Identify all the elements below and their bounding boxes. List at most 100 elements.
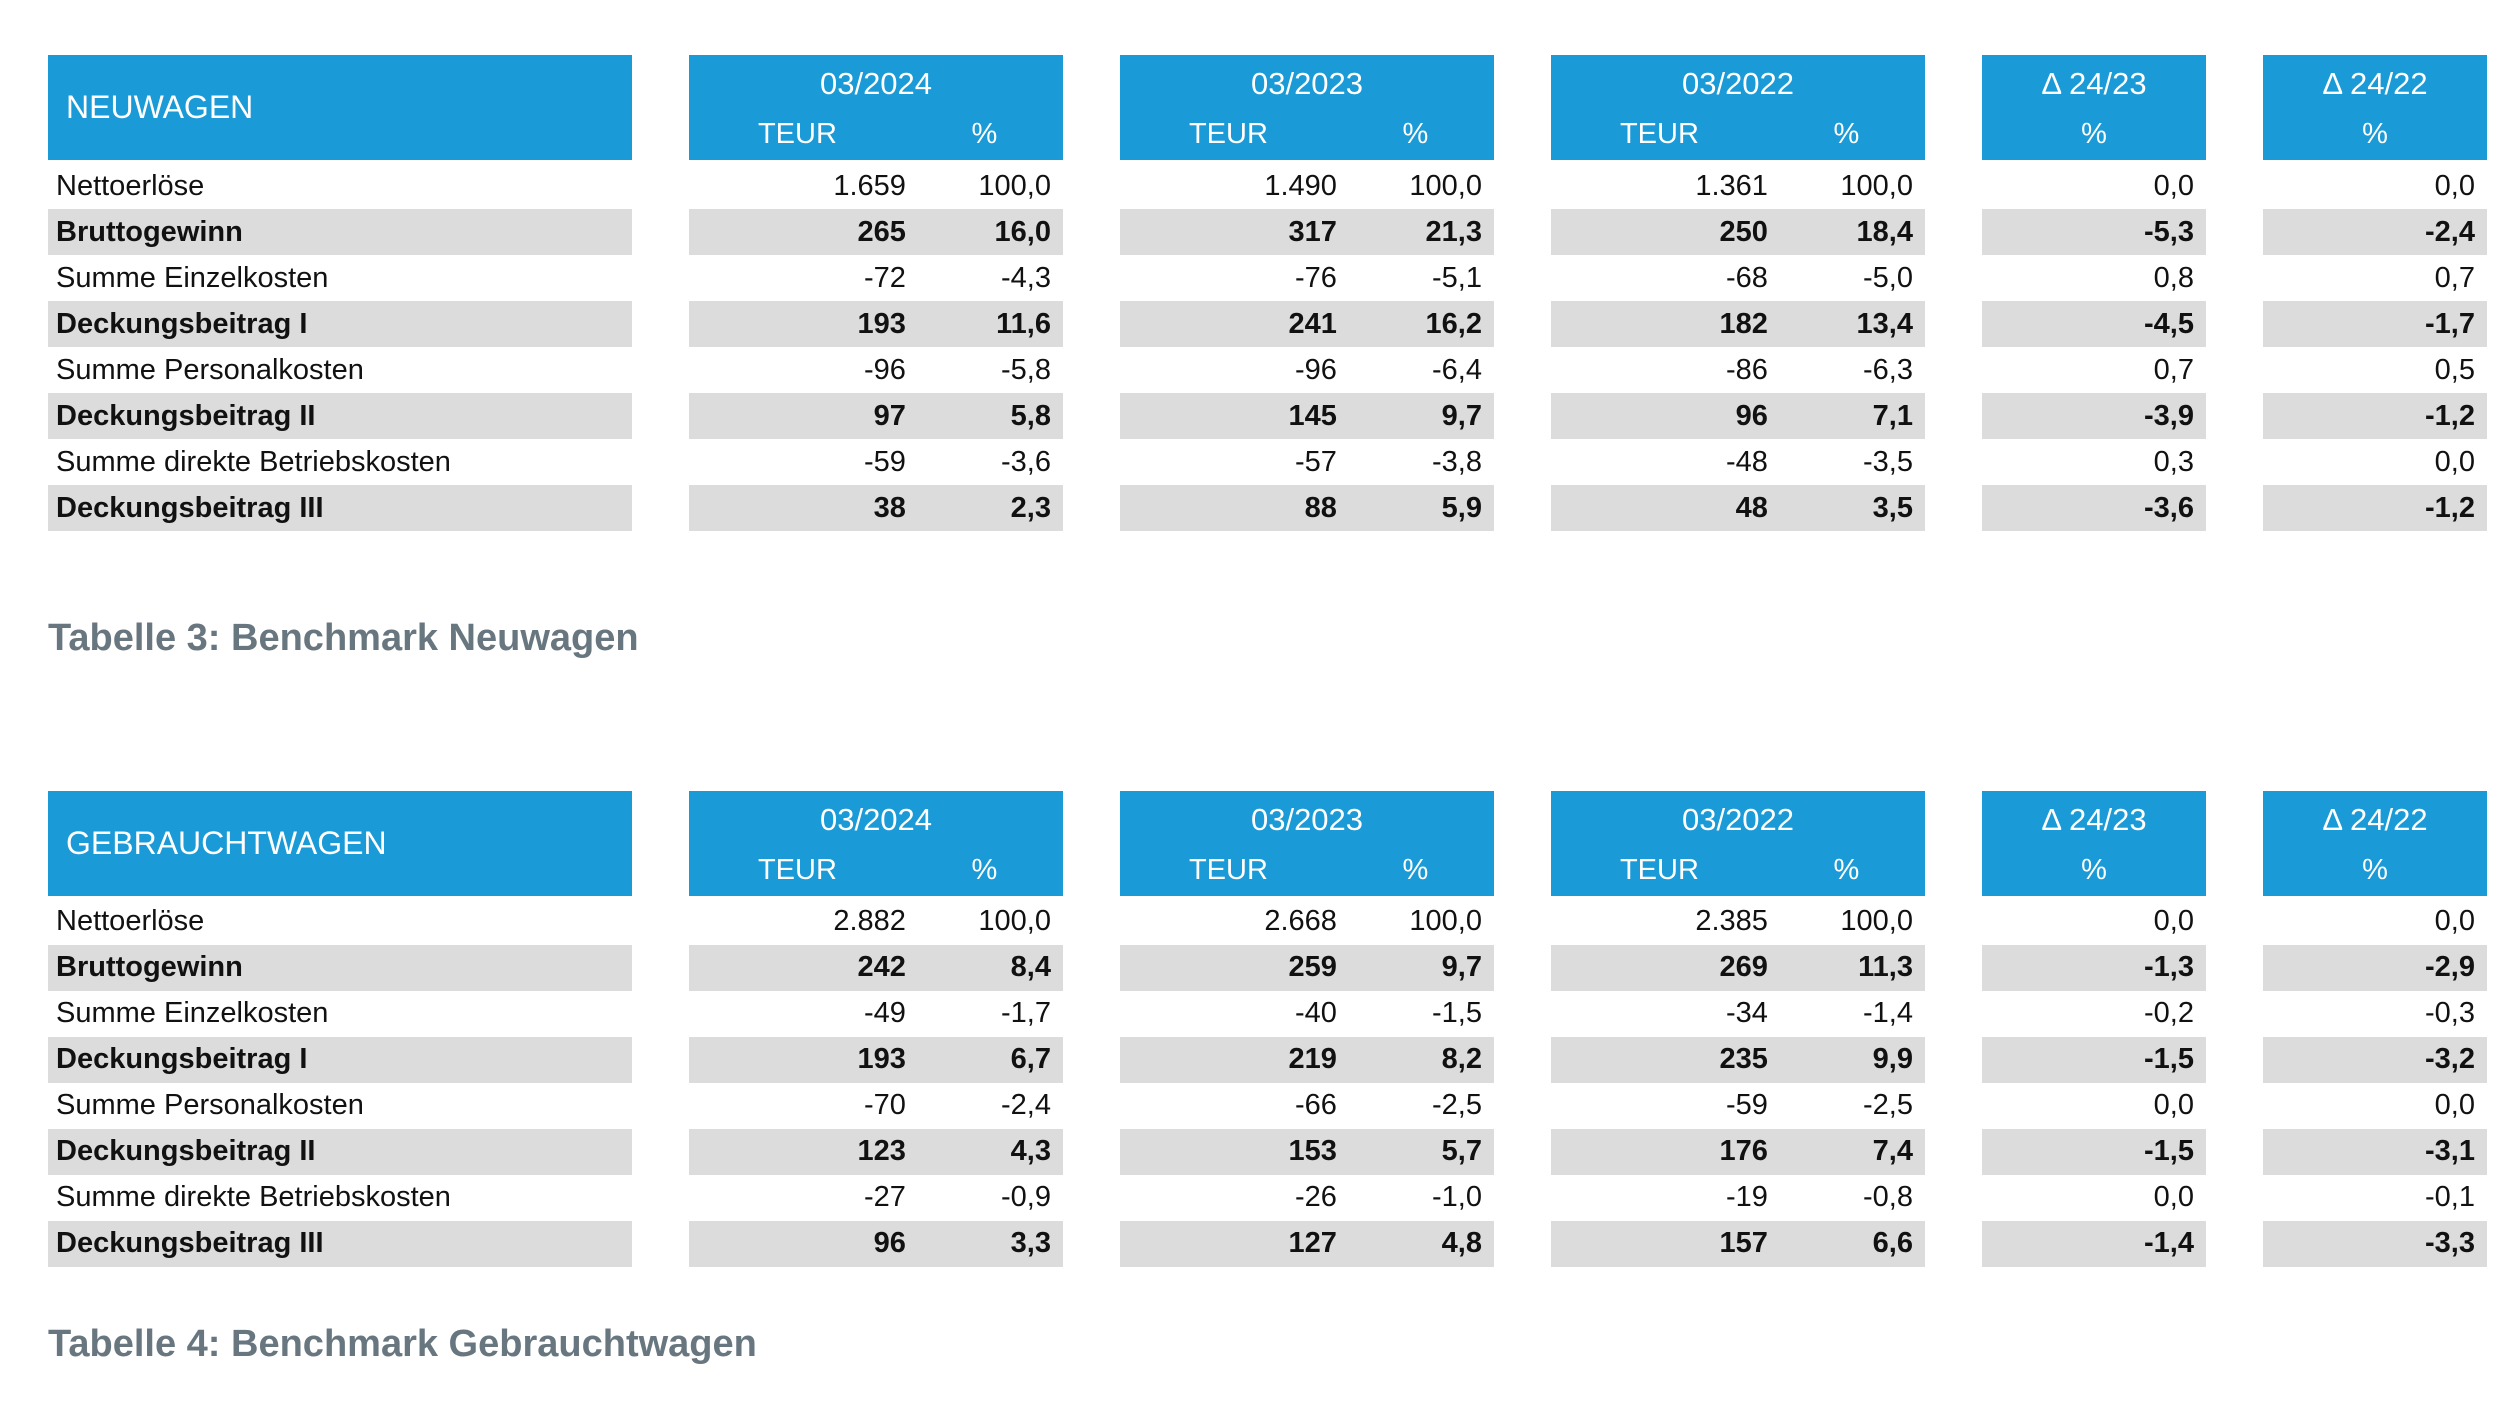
percent-value: 3,5 [1872, 491, 1913, 524]
unit-teur-label: TEUR [1619, 118, 1699, 150]
percent-value: -1,5 [1432, 997, 1482, 1030]
category-header-cell: GEBRAUCHTWAGEN [48, 790, 632, 896]
period-value-cell: -96 -5,8 [689, 347, 1063, 393]
teur-value: 96 [1735, 399, 1768, 432]
delta-header-cell: Δ 24/22% [2263, 55, 2487, 160]
period-value-cell: -66 -2,5 [1120, 1083, 1494, 1129]
row-label-cell: Deckungsbeitrag III [48, 1220, 632, 1267]
delta-label: Δ 24/22 [2322, 66, 2428, 101]
period-value-cell: -27 -0,9 [689, 1175, 1063, 1221]
period-label: 03/2022 [1681, 66, 1795, 101]
delta-value-cell: -3,9 [1982, 393, 2206, 439]
period-value-cell: -34 -1,4 [1551, 991, 1925, 1037]
row-label-cell: Deckungsbeitrag I [48, 301, 632, 347]
percent-value: -1,0 [1432, 1181, 1482, 1214]
teur-value: -19 [1725, 1181, 1768, 1214]
percent-value: 100,0 [1840, 905, 1913, 938]
percent-value: 3,3 [1010, 1227, 1051, 1260]
row-label-cell: Bruttogewinn [48, 209, 632, 255]
teur-value: -72 [863, 261, 906, 294]
percent-value: 5,8 [1010, 399, 1051, 432]
period-value-cell: -40 -1,5 [1120, 991, 1494, 1037]
teur-value: 176 [1719, 1135, 1768, 1168]
delta-value-cell: -1,2 [2263, 393, 2487, 439]
teur-value: 97 [873, 399, 906, 432]
period-value-cell: 97 5,8 [689, 393, 1063, 439]
period-value-cell: -26 -1,0 [1120, 1175, 1494, 1221]
percent-value: 16,0 [994, 215, 1051, 248]
percent-value: 9,7 [1441, 951, 1482, 984]
teur-value: 265 [857, 215, 906, 248]
delta-header-cell: Δ 24/23% [1982, 790, 2206, 896]
delta-value-cell: -4,5 [1982, 301, 2206, 347]
row-label-cell: Summe Personalkosten [56, 353, 364, 386]
delta-value-cell: -1,5 [1982, 1036, 2206, 1083]
table-row: Summe Personalkosten -96 -5,8 -96 -6,4 -86 -6,… [48, 347, 2487, 393]
teur-value: -66 [1294, 1089, 1337, 1122]
row-label-cell: Bruttogewinn [48, 944, 632, 991]
row-label-cell: Nettoerlöse [56, 905, 205, 938]
teur-value: -48 [1725, 445, 1768, 478]
percent-value: 21,3 [1425, 215, 1482, 248]
percent-value: 6,6 [1872, 1227, 1913, 1260]
teur-value: -68 [1725, 261, 1768, 294]
delta-value-cell: -3,6 [1982, 485, 2206, 531]
percent-value: -0,8 [1863, 1181, 1913, 1214]
period-value-cell: -59 -2,5 [1551, 1083, 1925, 1129]
period-value-cell: 38 2,3 [689, 485, 1063, 531]
period-value-cell: 317 21,3 [1120, 209, 1494, 255]
unit-teur-label: TEUR [757, 118, 837, 150]
percent-value: 9,9 [1872, 1043, 1913, 1076]
delta-value-cell: -0,3 [2425, 997, 2475, 1030]
delta-value-cell: 0,0 [2434, 905, 2475, 938]
row-label-cell: Summe Einzelkosten [56, 261, 329, 294]
period-header-cell: 03/2022 TEUR% [1551, 790, 1925, 896]
percent-value: -5,8 [1001, 353, 1051, 386]
table-row: Summe Personalkosten -70 -2,4 -66 -2,5 -59 -2,… [48, 1083, 2487, 1129]
benchmark-table-neuwagen: NEUWAGEN 03/2024 TEUR% 03/2023 TEUR% 03/2022… [48, 0, 2487, 531]
teur-value: 235 [1719, 1043, 1768, 1076]
teur-value: 317 [1288, 215, 1337, 248]
table-title: GEBRAUCHTWAGEN [66, 824, 387, 861]
teur-value: 219 [1288, 1043, 1337, 1076]
period-value-cell: 219 8,2 [1120, 1036, 1494, 1083]
period-units: TEUR% [1551, 855, 1925, 885]
row-label-cell: Deckungsbeitrag II [48, 393, 632, 439]
teur-value: 269 [1719, 951, 1768, 984]
percent-value: -3,5 [1863, 445, 1913, 478]
unit-percent-label: % [1402, 118, 1429, 150]
delta-value-cell: 0,8 [2153, 261, 2194, 294]
delta-value-cell: 0,0 [2153, 169, 2194, 202]
period-value-cell: -72 -4,3 [689, 255, 1063, 301]
delta-value-cell: 0,0 [2434, 445, 2475, 478]
teur-value: 193 [857, 307, 906, 340]
teur-value: -34 [1725, 997, 1768, 1030]
period-value-cell: -76 -5,1 [1120, 255, 1494, 301]
teur-value: -86 [1725, 353, 1768, 386]
teur-value: 193 [857, 1043, 906, 1076]
percent-value: 8,4 [1010, 951, 1051, 984]
period-value-cell: 153 5,7 [1120, 1128, 1494, 1175]
delta-value-cell: -3,1 [2263, 1128, 2487, 1175]
unit-teur-label: TEUR [757, 853, 837, 886]
percent-value: 8,2 [1441, 1043, 1482, 1076]
unit-percent-label: % [971, 853, 998, 886]
period-value-cell: 1.361 100,0 [1551, 163, 1925, 209]
unit-percent-label: % [2081, 853, 2107, 886]
delta-header-cell: Δ 24/22% [2263, 790, 2487, 896]
percent-value: -6,3 [1863, 353, 1913, 386]
unit-percent-label: % [2081, 118, 2107, 150]
period-value-cell: 182 13,4 [1551, 301, 1925, 347]
benchmark-table-gebrauchtwagen: GEBRAUCHTWAGEN 03/2024 TEUR% 03/2023 TEUR% 0… [48, 790, 2487, 1267]
delta-value-cell: -5,3 [1982, 209, 2206, 255]
delta-label: Δ 24/23 [2041, 66, 2147, 101]
teur-value: 145 [1288, 399, 1337, 432]
unit-percent-label: % [1833, 118, 1860, 150]
percent-value: -5,1 [1432, 261, 1482, 294]
delta-value-cell: -1,7 [2263, 301, 2487, 347]
table-row: Bruttogewinn 242 8,4 259 9,7 269 11,3 -1,3 -2,9 [48, 944, 2487, 991]
percent-value: 16,2 [1425, 307, 1482, 340]
row-label-cell: Summe Einzelkosten [56, 997, 329, 1030]
unit-percent-label: % [2362, 118, 2388, 150]
